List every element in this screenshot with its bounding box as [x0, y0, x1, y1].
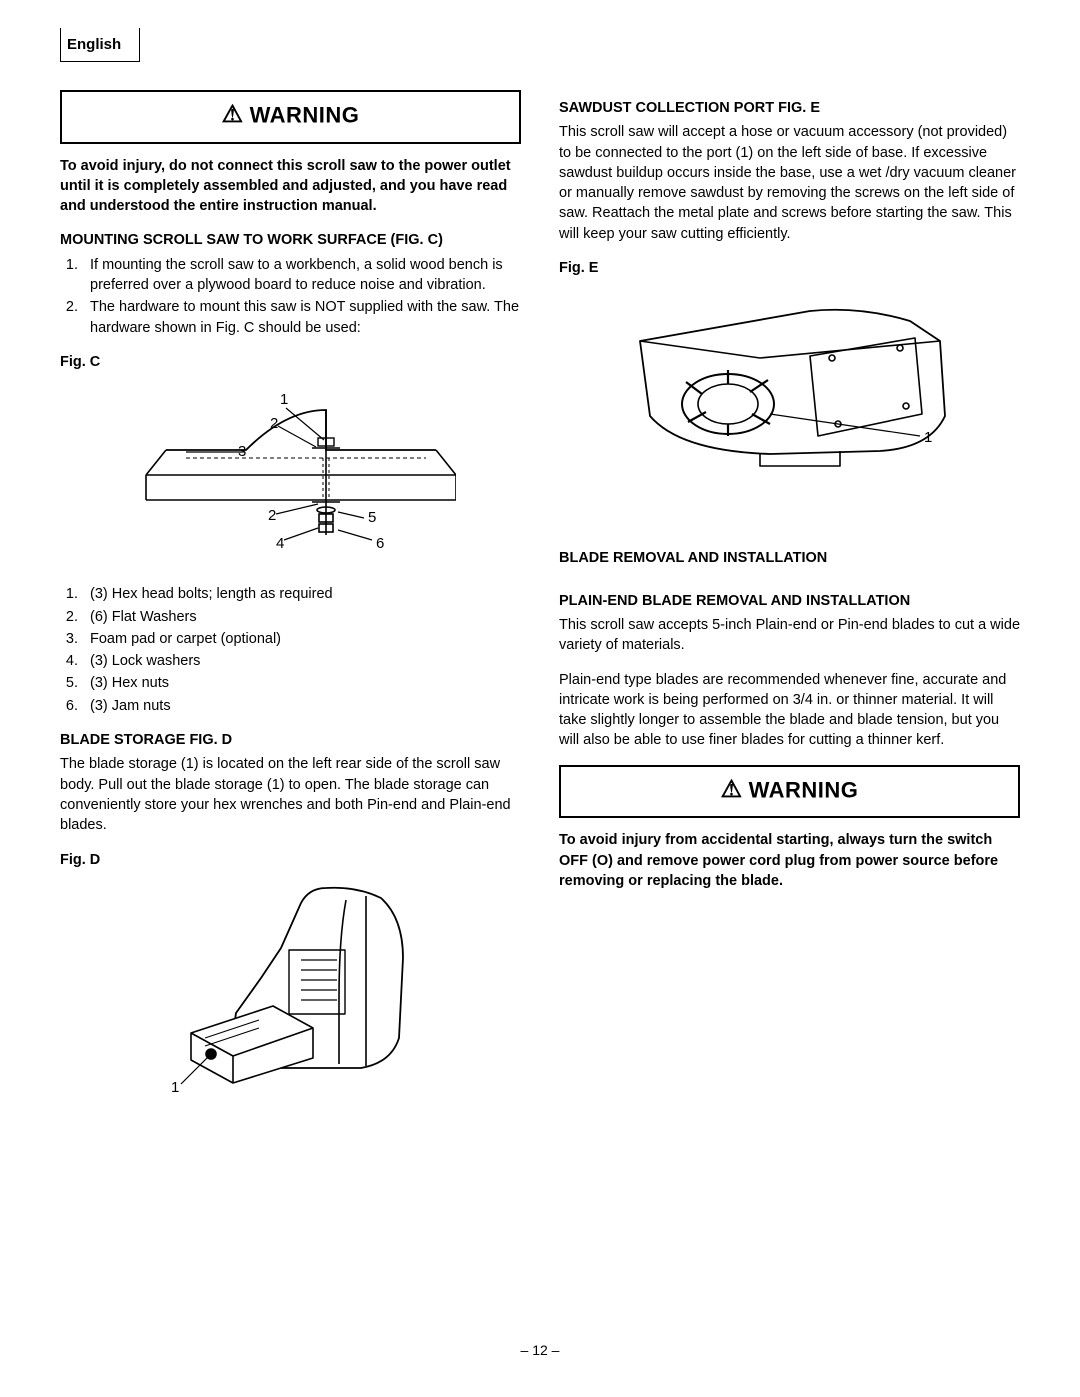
warning-1-text: To avoid injury, do not connect this scr…: [60, 156, 521, 217]
blade-storage-text: The blade storage (1) is located on the …: [60, 754, 521, 835]
mounting-list: If mounting the scroll saw to a workbenc…: [60, 255, 521, 338]
left-column: ⚠WARNING To avoid injury, do not connect…: [60, 90, 521, 1117]
figure-c-diagram: 1 2 3 2 4 5 6: [126, 380, 456, 570]
fig-c-callout-3: 3: [238, 443, 246, 460]
fig-d-callout-1: 1: [171, 1079, 179, 1096]
two-column-layout: ⚠WARNING To avoid injury, do not connect…: [60, 90, 1020, 1117]
warning-box-1: ⚠WARNING: [60, 90, 521, 144]
warning-triangle-icon: ⚠: [222, 98, 244, 132]
sawdust-text: This scroll saw will accept a hose or va…: [559, 122, 1020, 244]
fig-c-callout-5: 5: [368, 509, 376, 526]
list-item: (3) Hex head bolts; length as required: [82, 584, 521, 604]
plain-end-heading: PLAIN-END BLADE REMOVAL AND INSTALLATION: [559, 591, 1020, 611]
fig-c-label: Fig. C: [60, 352, 521, 372]
warning-box-2: ⚠WARNING: [559, 765, 1020, 819]
fig-c-callout-4: 4: [276, 535, 284, 552]
blade-removal-heading: BLADE REMOVAL AND INSTALLATION: [559, 548, 1020, 568]
list-item: (3) Jam nuts: [82, 696, 521, 716]
fig-c-parts-list: (3) Hex head bolts; length as required (…: [60, 584, 521, 716]
list-item: (3) Lock washers: [82, 651, 521, 671]
list-item: The hardware to mount this saw is NOT su…: [82, 297, 521, 338]
fig-c-callout-6: 6: [376, 535, 384, 552]
list-item: (3) Hex nuts: [82, 673, 521, 693]
fig-c-callout-1: 1: [280, 391, 288, 408]
figure-e-diagram: 1: [610, 286, 970, 486]
plain-end-p1: This scroll saw accepts 5-inch Plain-end…: [559, 615, 1020, 656]
list-item: Foam pad or carpet (optional): [82, 629, 521, 649]
fig-c-callout-2a: 2: [270, 415, 278, 432]
fig-c-callout-2b: 2: [268, 507, 276, 524]
sawdust-heading: SAWDUST COLLECTION PORT FIG. E: [559, 98, 1020, 118]
list-item: If mounting the scroll saw to a workbenc…: [82, 255, 521, 296]
warning-label: WARNING: [749, 777, 859, 802]
warning-label: WARNING: [250, 103, 360, 128]
fig-e-label: Fig. E: [559, 258, 1020, 278]
fig-e-callout-1: 1: [924, 429, 932, 446]
page-number: – 12 –: [0, 1341, 1080, 1361]
fig-d-label: Fig. D: [60, 850, 521, 870]
warning-2-text: To avoid injury from accidental starting…: [559, 830, 1020, 891]
plain-end-p2: Plain-end type blades are recommended wh…: [559, 670, 1020, 751]
blade-storage-heading: BLADE STORAGE FIG. D: [60, 730, 521, 750]
right-column: SAWDUST COLLECTION PORT FIG. E This scro…: [559, 90, 1020, 1117]
warning-triangle-icon: ⚠: [721, 773, 743, 807]
mounting-heading: MOUNTING SCROLL SAW TO WORK SURFACE (FIG…: [60, 230, 521, 250]
figure-d-diagram: 1: [141, 878, 441, 1103]
list-item: (6) Flat Washers: [82, 607, 521, 627]
language-tab: English: [60, 28, 140, 62]
